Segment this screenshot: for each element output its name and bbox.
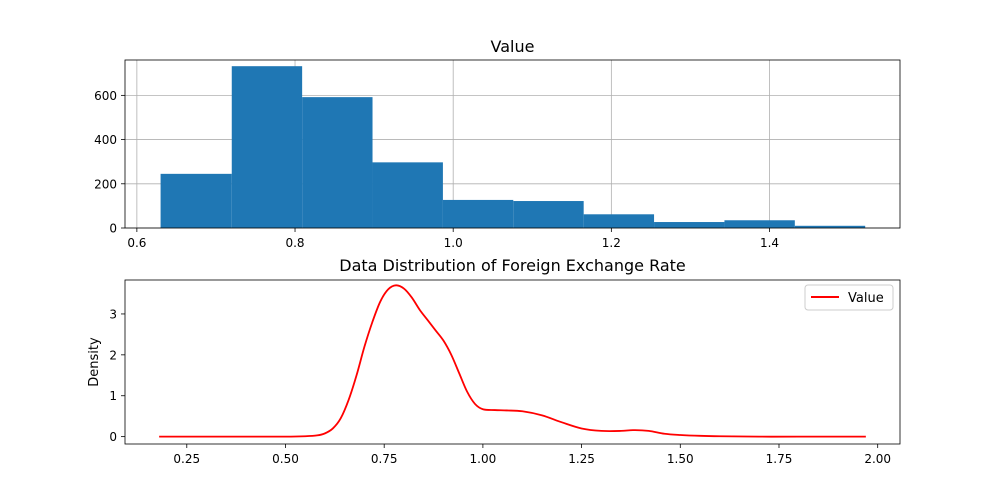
histogram-y-tick-label: 400 (94, 133, 117, 147)
density-y-tick-label: 1 (109, 389, 117, 403)
density-x-tick-label: 1.00 (470, 452, 497, 466)
histogram-bar (442, 199, 514, 228)
density-y-tick-label: 3 (109, 307, 117, 321)
density-legend: Value (804, 284, 894, 311)
density-y-tick-label: 0 (109, 430, 117, 444)
density-x-tick-label: 1.75 (766, 452, 793, 466)
histogram-x-tick-label: 0.8 (285, 236, 304, 250)
histogram-bar (583, 214, 655, 228)
histogram-bar (231, 66, 303, 228)
histogram-x-tick-label: 0.6 (127, 236, 146, 250)
histogram-bar (372, 162, 443, 228)
density-y-axis-label: Density (87, 337, 102, 387)
histogram-y-tick-label: 0 (109, 222, 117, 236)
density-x-tick-label: 0.75 (371, 452, 398, 466)
density-y-tick-label: 2 (109, 348, 117, 362)
histogram-x-tick-label: 1.0 (444, 236, 463, 250)
histogram-chart: 0.6 0.8 1.0 1.2 1.4 0 200 400 600 Value (94, 37, 901, 250)
histogram-bar (302, 97, 373, 228)
histogram-x-tick-label: 1.2 (602, 236, 621, 250)
histogram-bar (794, 225, 866, 228)
histogram-y-tick-label: 600 (94, 89, 117, 103)
histogram-axes: 0.6 0.8 1.0 1.2 1.4 0 200 400 600 (94, 59, 901, 250)
density-line (159, 284, 866, 438)
histogram-bar (654, 222, 725, 228)
density-x-tick-label: 1.50 (667, 452, 694, 466)
histogram-y-tick-label: 200 (94, 177, 117, 191)
histogram-bar (160, 173, 232, 228)
histogram-x-tick-label: 1.4 (760, 236, 779, 250)
histogram-bar (724, 220, 795, 228)
density-axes: 0.25 0.50 0.75 1.00 1.25 1.50 1.75 2.00 0 1 2 3 (109, 279, 901, 466)
histogram-bar (513, 201, 584, 228)
legend-box (804, 284, 894, 311)
density-x-tick-label: 1.25 (568, 452, 595, 466)
density-x-tick-label: 2.00 (864, 452, 891, 466)
density-x-tick-label: 0.50 (272, 452, 299, 466)
histogram-bars (160, 66, 866, 228)
density-x-tick-label: 0.25 (173, 452, 200, 466)
histogram-title: Value (491, 37, 535, 56)
density-chart: 0.25 0.50 0.75 1.00 1.25 1.50 1.75 2.00 0 1 2 3 Dat… (87, 256, 901, 466)
density-axes-frame (124, 279, 901, 445)
legend-label-value: Value (848, 291, 884, 306)
histogram-axes-frame (124, 59, 901, 229)
density-title: Data Distribution of Foreign Exchange Ra… (339, 256, 686, 275)
